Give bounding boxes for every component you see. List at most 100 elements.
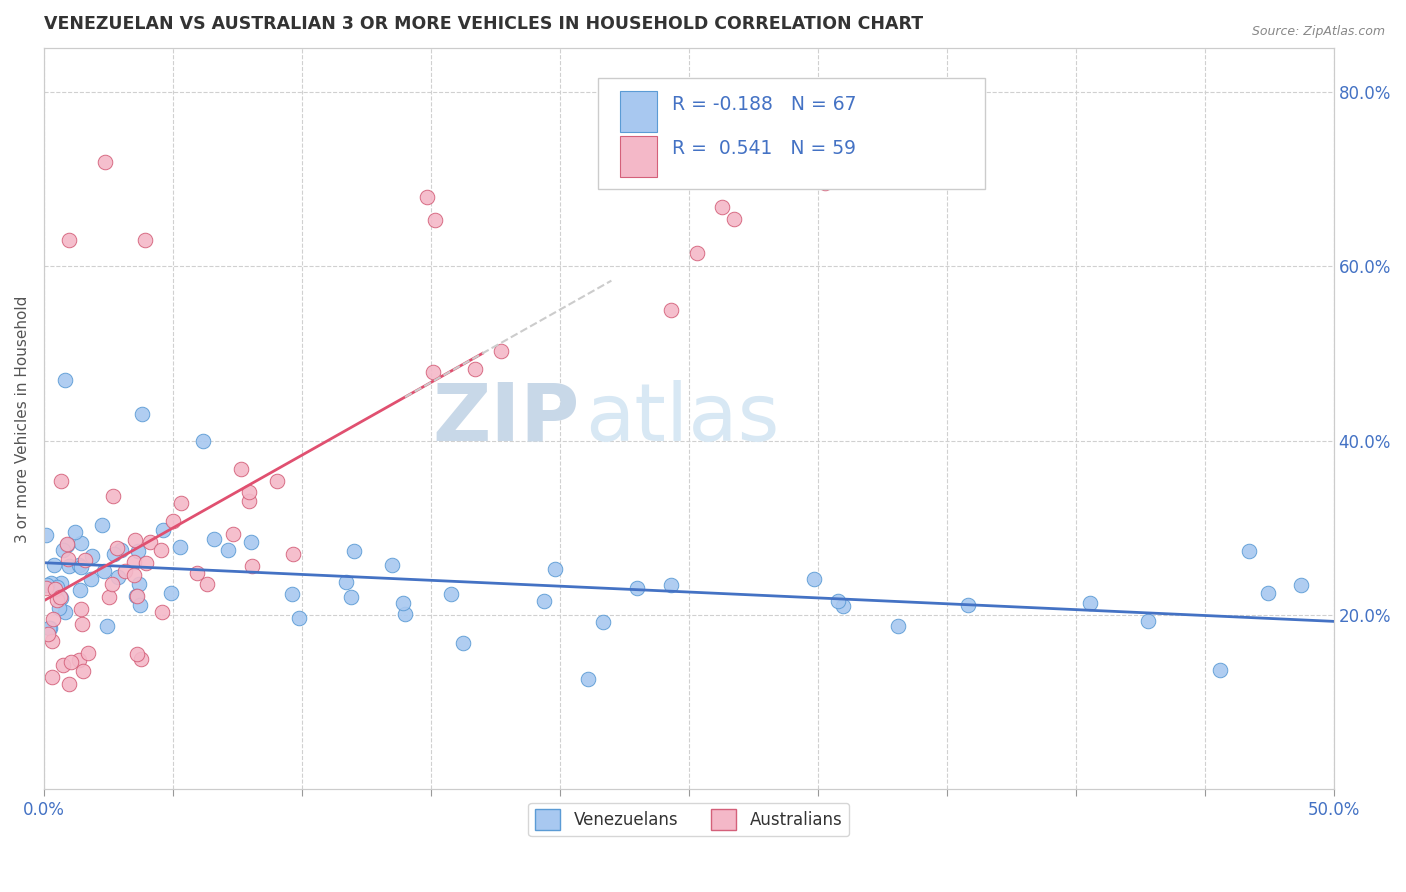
Point <box>394 607 416 622</box>
Point <box>422 365 444 379</box>
Point <box>491 344 513 359</box>
Point <box>69 583 91 598</box>
Text: VENEZUELAN VS AUSTRALIAN 3 OR MORE VEHICLES IN HOUSEHOLD CORRELATION CHART: VENEZUELAN VS AUSTRALIAN 3 OR MORE VEHIC… <box>44 15 922 33</box>
Point <box>101 489 124 503</box>
Point <box>238 485 260 500</box>
Point <box>238 494 260 508</box>
Point <box>37 627 59 641</box>
Point <box>114 564 136 578</box>
Bar <box>620 136 657 177</box>
Legend: Venezuelans, Australians: Venezuelans, Australians <box>529 803 849 837</box>
Point <box>58 551 80 566</box>
Y-axis label: 3 or more Vehicles in Household: 3 or more Vehicles in Household <box>15 295 30 542</box>
Point <box>51 657 73 672</box>
Point <box>67 653 90 667</box>
Point <box>39 621 62 635</box>
Point <box>41 670 63 684</box>
Point <box>186 566 208 580</box>
Point <box>659 578 682 592</box>
Point <box>96 619 118 633</box>
Point <box>44 558 66 572</box>
Point <box>77 646 100 660</box>
Point <box>67 558 90 572</box>
Point <box>956 598 979 612</box>
Point <box>35 527 58 541</box>
Point <box>110 542 132 557</box>
Point <box>1257 586 1279 600</box>
Point <box>240 559 263 574</box>
Point <box>75 552 97 566</box>
Point <box>229 462 252 476</box>
Point <box>46 593 69 607</box>
Point <box>335 575 357 590</box>
Point <box>533 594 555 608</box>
Point <box>381 558 404 573</box>
Point <box>131 408 153 422</box>
Point <box>125 589 148 603</box>
Point <box>576 673 599 687</box>
Point <box>63 524 86 539</box>
Text: Source: ZipAtlas.com: Source: ZipAtlas.com <box>1251 25 1385 38</box>
Point <box>52 543 75 558</box>
Point <box>125 647 148 661</box>
Point <box>56 537 79 551</box>
Point <box>139 535 162 549</box>
Point <box>280 586 302 600</box>
Point <box>129 598 152 612</box>
Point <box>592 615 614 629</box>
Point <box>37 578 59 592</box>
Point <box>41 611 63 625</box>
Point <box>831 599 853 613</box>
Point <box>46 580 69 594</box>
Point <box>70 560 93 574</box>
Text: ZIP: ZIP <box>432 380 579 458</box>
Point <box>48 601 70 615</box>
Point <box>59 655 82 669</box>
Point <box>134 233 156 247</box>
Point <box>827 594 849 608</box>
Point <box>105 541 128 555</box>
Point <box>53 605 76 619</box>
Point <box>723 212 745 227</box>
Point <box>149 543 172 558</box>
Point <box>887 619 910 633</box>
Point <box>169 496 191 510</box>
Point <box>82 549 104 564</box>
Point <box>124 533 146 548</box>
Point <box>343 544 366 558</box>
Point <box>93 154 115 169</box>
Point <box>423 212 446 227</box>
Point <box>222 526 245 541</box>
FancyBboxPatch shape <box>599 78 986 189</box>
Point <box>1237 544 1260 558</box>
Point <box>44 582 66 596</box>
Point <box>240 534 263 549</box>
Point <box>162 514 184 528</box>
Point <box>124 568 146 582</box>
Point <box>626 581 648 595</box>
Point <box>39 576 62 591</box>
Bar <box>620 91 657 132</box>
Point <box>135 556 157 570</box>
Point <box>91 517 114 532</box>
Point <box>160 585 183 599</box>
Point <box>416 189 439 203</box>
Point <box>150 605 173 619</box>
Text: R =  0.541   N = 59: R = 0.541 N = 59 <box>672 139 856 159</box>
Point <box>392 596 415 610</box>
Point <box>1078 596 1101 610</box>
Point <box>122 555 145 569</box>
Point <box>58 677 80 691</box>
Point <box>129 652 152 666</box>
Point <box>72 664 94 678</box>
Point <box>128 577 150 591</box>
Point <box>439 587 461 601</box>
Text: R = -0.188   N = 67: R = -0.188 N = 67 <box>672 95 856 114</box>
Point <box>191 434 214 448</box>
Point <box>58 233 80 247</box>
Point <box>51 474 73 488</box>
Point <box>35 581 58 595</box>
Point <box>814 177 837 191</box>
Point <box>127 544 149 558</box>
Point <box>103 547 125 561</box>
